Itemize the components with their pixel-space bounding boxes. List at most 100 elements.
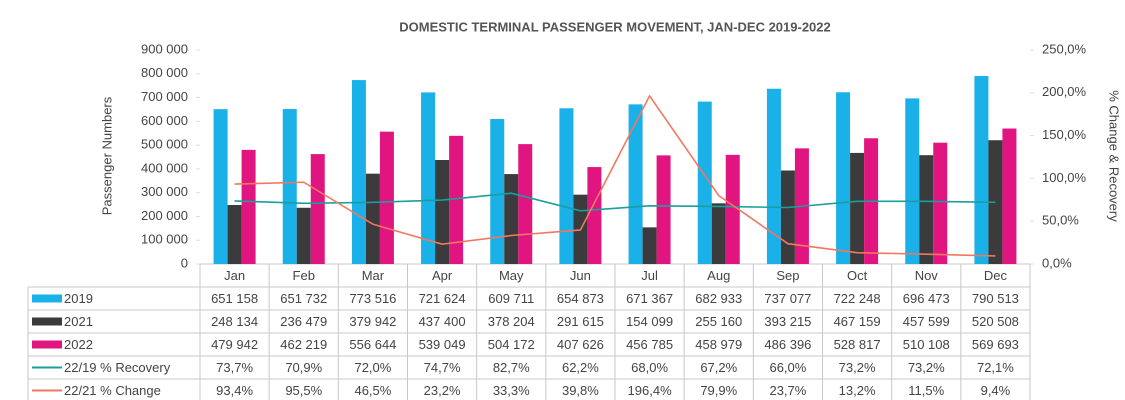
table-cell: 82,7% (493, 360, 530, 375)
table-cell: 378 204 (488, 314, 535, 329)
y-tick-label: 0 (181, 255, 188, 270)
table-cell: 671 367 (626, 291, 673, 306)
table-cell: 609 711 (488, 291, 534, 306)
table-cell: 528 817 (834, 337, 881, 352)
table-cell: 248 134 (211, 314, 258, 329)
bar (905, 98, 920, 264)
table-cell: 70,9% (285, 360, 322, 375)
y2-tick-label: 100,0% (1042, 170, 1087, 185)
table-cell: 291 615 (557, 314, 604, 329)
chart-title: DOMESTIC TERMINAL PASSENGER MOVEMENT, JA… (399, 19, 831, 34)
bar (587, 167, 602, 264)
table-cell: 737 077 (764, 291, 811, 306)
table-cell: 458 979 (695, 337, 742, 352)
y2-tick-label: 250,0% (1042, 41, 1087, 56)
table-cell: 9,4% (981, 383, 1011, 398)
x-tick-label: Jun (570, 268, 591, 283)
bar (490, 119, 505, 264)
table-cell: 73,2% (839, 360, 876, 375)
bar (421, 92, 436, 264)
table-cell: 504 172 (488, 337, 535, 352)
line (234, 94, 996, 257)
legend-swatch (32, 340, 62, 349)
table-cell: 556 644 (349, 337, 396, 352)
table-cell: 407 626 (557, 337, 604, 352)
y-axis-title: Passenger Numbers (99, 96, 114, 215)
x-tick-label: Sep (776, 268, 799, 283)
table-cell: 379 942 (349, 314, 396, 329)
table-cell: 95,5% (285, 383, 322, 398)
table-cell: 569 693 (972, 337, 1019, 352)
y-tick-label: 400 000 (141, 160, 188, 175)
table-cell: 62,2% (562, 360, 599, 375)
bar (766, 88, 781, 264)
table-cell: 11,5% (908, 383, 944, 398)
legend-label: 22/21 % Change (64, 383, 161, 398)
table-cell: 651 732 (280, 291, 327, 306)
table-cell: 67,2% (700, 360, 737, 375)
table-cell: 93,4% (216, 383, 253, 398)
table-cell: 33,3% (493, 383, 530, 398)
bar (296, 207, 311, 264)
x-tick-label: Feb (293, 268, 315, 283)
table-cell: 68,0% (631, 360, 668, 375)
table-cell: 539 049 (419, 337, 466, 352)
bar (642, 227, 657, 264)
bar (711, 203, 726, 264)
y2-tick-label: 0,0% (1042, 255, 1072, 270)
table-cell: 462 219 (280, 337, 327, 352)
bar (518, 144, 533, 264)
bar (559, 108, 574, 264)
x-tick-label: Apr (432, 268, 453, 283)
x-tick-label: Oct (847, 268, 868, 283)
table-cell: 790 513 (972, 291, 1019, 306)
legend-label: 2021 (64, 314, 93, 329)
x-tick-label: Mar (362, 268, 385, 283)
bar (282, 109, 297, 264)
bar (504, 174, 519, 264)
bar (310, 154, 325, 264)
table-cell: 651 158 (211, 291, 258, 306)
bar (919, 155, 934, 264)
table-cell: 255 160 (695, 314, 742, 329)
bar (933, 142, 948, 264)
y-tick-label: 100 000 (141, 232, 188, 247)
y2-tick-label: 50,0% (1042, 213, 1079, 228)
table-cell: 13,2% (839, 383, 876, 398)
bar (351, 80, 366, 265)
table-cell: 72,1% (977, 360, 1014, 375)
table-cell: 236 479 (280, 314, 327, 329)
table-cell: 23,7% (769, 383, 806, 398)
table-cell: 520 508 (972, 314, 1019, 329)
y-tick-label: 600 000 (141, 113, 188, 128)
bar (697, 101, 712, 264)
y2-tick-label: 150,0% (1042, 127, 1087, 142)
table-cell: 154 099 (626, 314, 673, 329)
x-tick-label: Dec (984, 268, 1008, 283)
bar (725, 154, 740, 264)
bar (227, 204, 242, 264)
y-tick-label: 700 000 (141, 89, 188, 104)
legend-swatch (32, 317, 62, 326)
bar (435, 159, 450, 264)
x-tick-label: Aug (707, 268, 730, 283)
y-tick-label: 200 000 (141, 208, 188, 223)
table-cell: 66,0% (769, 360, 806, 375)
table-cell: 457 599 (903, 314, 950, 329)
table-cell: 393 215 (764, 314, 811, 329)
y-tick-label: 800 000 (141, 65, 188, 80)
bar (974, 76, 989, 265)
table-cell: 74,7% (424, 360, 461, 375)
table-cell: 467 159 (834, 314, 881, 329)
bar (850, 152, 865, 264)
bar (379, 131, 394, 264)
table-cell: 456 785 (626, 337, 673, 352)
table-cell: 46,5% (354, 383, 391, 398)
table-cell: 722 248 (834, 291, 881, 306)
y-tick-label: 900 000 (141, 41, 188, 56)
table-cell: 73,7% (216, 360, 253, 375)
y-tick-label: 500 000 (141, 137, 188, 152)
table-cell: 773 516 (349, 291, 396, 306)
